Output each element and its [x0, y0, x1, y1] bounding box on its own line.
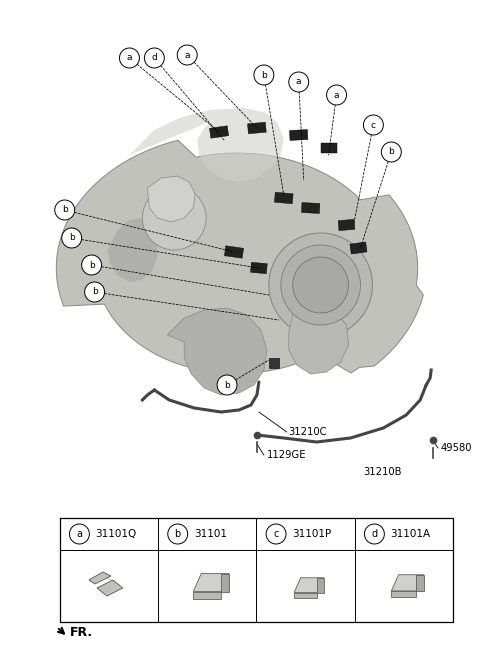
Text: b: b: [261, 71, 267, 79]
Text: b: b: [92, 288, 97, 297]
Circle shape: [289, 72, 309, 92]
Text: 31210C: 31210C: [289, 427, 327, 437]
Text: b: b: [388, 147, 394, 157]
Circle shape: [82, 255, 102, 275]
Polygon shape: [130, 108, 284, 182]
Text: a: a: [76, 529, 83, 539]
Circle shape: [144, 48, 164, 68]
Text: 49580: 49580: [440, 443, 472, 453]
Circle shape: [217, 375, 237, 395]
Text: b: b: [175, 529, 181, 539]
Circle shape: [55, 200, 75, 220]
Text: d: d: [152, 54, 157, 62]
Circle shape: [382, 142, 401, 162]
Polygon shape: [56, 140, 423, 373]
Polygon shape: [225, 246, 243, 258]
Polygon shape: [391, 574, 424, 591]
Text: 31101: 31101: [193, 529, 227, 539]
Circle shape: [326, 85, 347, 105]
Text: 31101Q: 31101Q: [96, 529, 137, 539]
Polygon shape: [321, 143, 336, 153]
Polygon shape: [289, 130, 308, 140]
Polygon shape: [317, 578, 324, 593]
Polygon shape: [289, 305, 348, 374]
Text: a: a: [296, 77, 301, 86]
Circle shape: [177, 45, 197, 65]
Polygon shape: [97, 580, 123, 596]
Polygon shape: [248, 122, 266, 134]
Polygon shape: [193, 591, 221, 599]
Polygon shape: [209, 126, 228, 138]
Text: 1129GE: 1129GE: [267, 450, 306, 460]
Text: 31101P: 31101P: [292, 529, 331, 539]
Polygon shape: [221, 574, 229, 591]
Polygon shape: [147, 176, 195, 222]
Polygon shape: [338, 219, 355, 231]
Polygon shape: [294, 578, 324, 593]
Circle shape: [62, 228, 82, 248]
Text: d: d: [372, 529, 377, 539]
Circle shape: [269, 233, 372, 337]
Text: a: a: [184, 50, 190, 60]
Text: b: b: [62, 206, 68, 214]
Polygon shape: [391, 591, 417, 597]
Polygon shape: [108, 218, 157, 282]
Polygon shape: [193, 574, 229, 591]
Polygon shape: [89, 572, 111, 584]
Polygon shape: [251, 262, 267, 274]
Circle shape: [143, 186, 206, 250]
Polygon shape: [275, 192, 293, 204]
Text: 31101A: 31101A: [390, 529, 431, 539]
Polygon shape: [301, 202, 320, 214]
Polygon shape: [350, 242, 367, 254]
Circle shape: [266, 524, 286, 544]
Circle shape: [281, 245, 360, 325]
Polygon shape: [168, 308, 267, 395]
Circle shape: [363, 115, 384, 135]
Text: c: c: [371, 121, 376, 130]
Circle shape: [70, 524, 89, 544]
Text: c: c: [274, 529, 279, 539]
Text: b: b: [224, 381, 230, 390]
Polygon shape: [269, 358, 279, 368]
Text: b: b: [69, 233, 74, 242]
Circle shape: [120, 48, 139, 68]
Text: a: a: [127, 54, 132, 62]
Text: a: a: [334, 90, 339, 100]
Polygon shape: [294, 593, 317, 598]
Text: 31210B: 31210B: [363, 467, 402, 477]
Circle shape: [84, 282, 105, 302]
Circle shape: [293, 257, 348, 313]
Circle shape: [168, 524, 188, 544]
Text: FR.: FR.: [70, 626, 93, 639]
Polygon shape: [417, 574, 424, 591]
Circle shape: [364, 524, 384, 544]
Circle shape: [254, 65, 274, 85]
Text: b: b: [89, 261, 95, 269]
